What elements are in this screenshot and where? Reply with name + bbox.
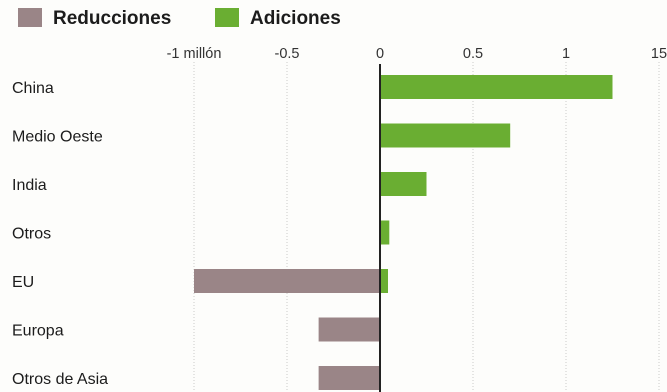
bar-india — [380, 172, 427, 196]
bar-europa — [318, 317, 380, 342]
bar-otros-de-asia — [318, 366, 380, 390]
category-label-otros-de-asia: Otros de Asia — [12, 371, 108, 388]
category-label-china: China — [12, 80, 54, 97]
category-label-medio-oeste: Medio Oeste — [12, 129, 103, 146]
category-labels: China Medio Oeste India Otros EU Europa Otros … — [12, 80, 108, 388]
legend-swatch-reducciones — [18, 8, 42, 27]
bar-china — [380, 75, 613, 99]
category-label-otros: Otros — [12, 226, 51, 243]
x-tick-label-2: 0 — [376, 46, 384, 62]
x-tick-label-3: 0.5 — [463, 46, 483, 62]
bars — [194, 75, 613, 390]
bar-medio-oeste — [380, 123, 511, 148]
bar-otros — [380, 220, 390, 245]
x-axis-ticks: -1 millón -0.5 0 0.5 1 15 — [167, 46, 667, 62]
x-tick-label-5: 15 — [651, 46, 667, 62]
x-tick-label-1: -0.5 — [275, 46, 300, 62]
x-tick-label-4: 1 — [562, 46, 570, 62]
gridlines — [193, 62, 660, 392]
bar-eu — [194, 269, 380, 293]
legend-swatch-adiciones — [215, 8, 239, 27]
category-label-eu: EU — [12, 274, 34, 291]
category-label-india: India — [12, 177, 47, 194]
legend-label-reducciones: Reducciones — [53, 8, 171, 29]
legend-label-adiciones: Adiciones — [250, 8, 341, 29]
x-tick-label-0: -1 millón — [167, 46, 222, 62]
bar-eu-addition-sliver — [380, 269, 388, 293]
legend: Reducciones Adiciones — [18, 8, 341, 29]
category-label-europa: Europa — [12, 323, 64, 340]
